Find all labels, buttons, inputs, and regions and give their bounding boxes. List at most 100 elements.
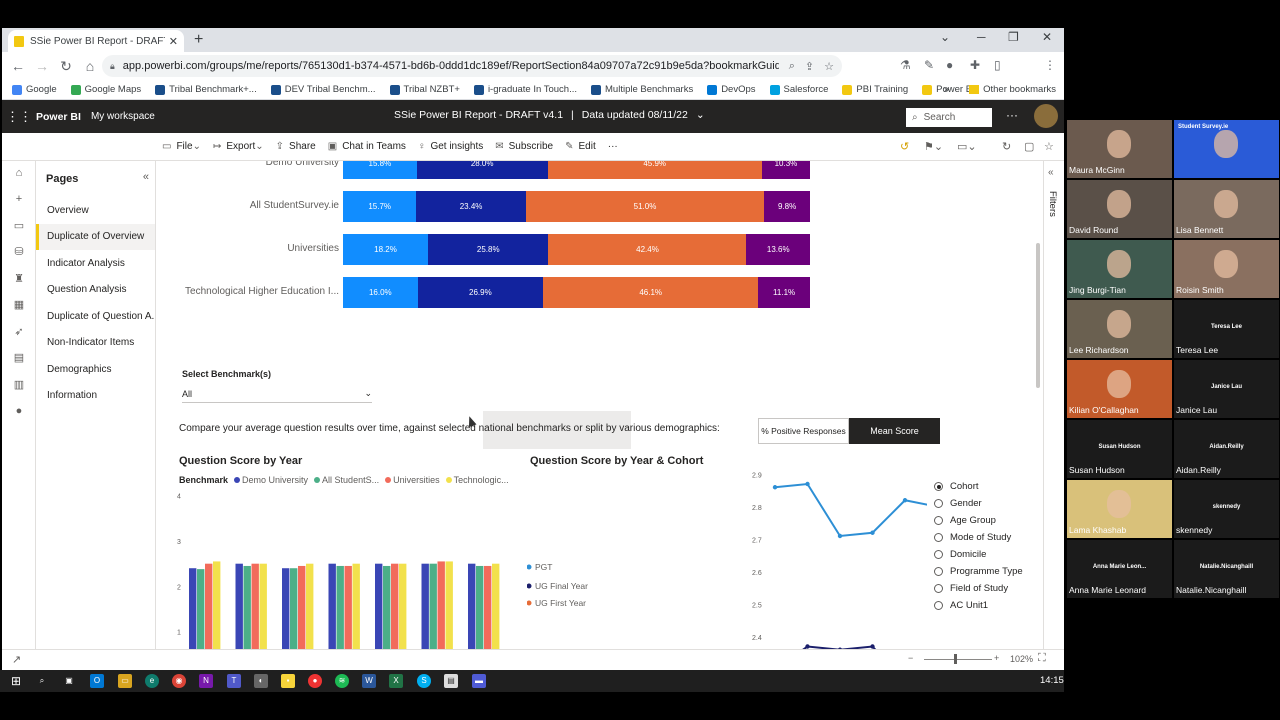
spotify-icon[interactable]: ≋ <box>335 674 349 688</box>
bar-segment[interactable]: 46.1% <box>543 277 759 308</box>
export-button[interactable]: ↦ Export ⌄ <box>213 141 264 152</box>
eyedropper-extension-icon[interactable]: ✎ <box>924 58 935 72</box>
bookmarks-overflow[interactable]: » <box>943 84 950 95</box>
sticky-notes-icon[interactable]: ▪ <box>281 674 295 688</box>
filters-pane[interactable]: « Filters <box>1043 161 1064 669</box>
split-option-radio[interactable]: Domicile <box>934 549 986 560</box>
bar[interactable] <box>344 565 352 669</box>
bar[interactable] <box>399 563 407 669</box>
bar[interactable] <box>352 563 360 669</box>
home-nav-icon[interactable]: ⌂ <box>15 166 23 179</box>
page-tab[interactable]: Duplicate of Overview <box>36 223 155 250</box>
bar[interactable] <box>197 569 205 669</box>
edge-icon[interactable]: e <box>145 674 159 688</box>
bar-segment[interactable]: 15.8% <box>343 161 417 179</box>
split-option-radio[interactable]: Gender <box>934 498 982 509</box>
bar[interactable] <box>243 565 251 669</box>
bar[interactable] <box>328 563 336 669</box>
user-avatar[interactable] <box>1034 104 1058 128</box>
bar-segment[interactable]: 11.1% <box>758 277 810 308</box>
search-input[interactable]: ⌕ Search <box>906 108 992 127</box>
skype-icon[interactable]: S <box>417 674 431 688</box>
page-tab[interactable]: Demographics <box>47 363 112 375</box>
split-option-radio[interactable]: Programme Type <box>934 566 1023 577</box>
bar-segment[interactable]: 9.8% <box>764 191 810 222</box>
subscribe-button[interactable]: ✉ Subscribe <box>495 141 553 152</box>
edit-button[interactable]: ✎ Edit <box>565 141 596 152</box>
page-tab[interactable]: Indicator Analysis <box>47 257 125 269</box>
notepad-icon[interactable]: ▤ <box>444 674 458 688</box>
page-tab[interactable]: Non-Indicator Items <box>47 337 135 349</box>
bookmark-item[interactable]: Tribal NZBT+ <box>389 84 460 95</box>
bar[interactable] <box>484 565 492 669</box>
bookmark-item[interactable]: i-graduate In Touch... <box>473 84 577 95</box>
apps-icon[interactable]: ▦ <box>13 299 25 311</box>
favorite-star-icon[interactable]: ☆ <box>1044 141 1054 153</box>
view-icon[interactable]: ▭⌄ <box>957 141 977 153</box>
bar-segment[interactable]: 18.2% <box>343 234 428 265</box>
legend-label[interactable]: PGT <box>535 562 552 572</box>
bar[interactable] <box>298 565 306 669</box>
bar[interactable] <box>437 561 445 669</box>
my-workspace-icon[interactable]: ● <box>15 405 23 417</box>
bookmark-item[interactable]: DevOps <box>707 84 756 95</box>
bar[interactable] <box>213 561 221 669</box>
workspace-link[interactable]: My workspace <box>90 111 155 122</box>
report-title-bar[interactable]: SSie Power BI Report - DRAFT v4.1 | Data… <box>394 109 705 121</box>
forward-icon[interactable]: → <box>35 58 49 74</box>
split-option-radio[interactable]: Age Group <box>934 515 996 526</box>
bookmark-item[interactable]: Google <box>12 84 57 95</box>
split-option-radio[interactable]: Cohort <box>934 481 979 492</box>
chevron-down-icon[interactable]: ⌄ <box>695 109 705 121</box>
bar[interactable] <box>306 563 314 669</box>
bookmark-item[interactable]: DEV Tribal Benchm... <box>270 84 376 95</box>
participant-tile[interactable]: Kilian O'Callaghan <box>1067 360 1172 418</box>
bar[interactable] <box>282 568 290 669</box>
bar[interactable] <box>421 563 429 669</box>
reload-icon[interactable]: ↻ <box>60 58 72 74</box>
bar-segment[interactable]: 23.4% <box>416 191 526 222</box>
powerbi-brand[interactable]: Power BI <box>36 110 81 123</box>
extension-icon[interactable]: ⚗ <box>900 58 911 72</box>
canvas-scrollbar[interactable] <box>1036 243 1040 388</box>
other-bookmarks[interactable]: » Other bookmarks <box>944 84 1056 95</box>
reset-icon[interactable]: ↺ <box>900 141 910 153</box>
onenote-icon[interactable]: N <box>199 674 213 688</box>
bar[interactable] <box>468 563 476 669</box>
participant-tile[interactable]: skennedy skennedy <box>1174 480 1279 538</box>
word-icon[interactable]: W <box>362 674 376 688</box>
collapse-pages-icon[interactable]: « <box>142 171 149 183</box>
bar-segment[interactable]: 15.7% <box>343 191 417 222</box>
bookmark-item[interactable]: PBI Training <box>842 84 908 95</box>
bookmark-item[interactable]: Multiple Benchmarks <box>591 84 693 95</box>
participant-tile[interactable]: Janice Lau Janice Lau <box>1174 360 1279 418</box>
bar[interactable] <box>476 565 484 669</box>
taskbar-search-icon[interactable]: ⌕ <box>39 676 45 685</box>
windows-start-icon[interactable]: ⊞ <box>10 674 22 688</box>
chrome-menu-icon[interactable]: ⋮ <box>1044 58 1056 72</box>
participant-tile[interactable]: Maura McGinn <box>1067 120 1172 178</box>
page-tab[interactable]: Question Analysis <box>47 284 127 296</box>
participant-tile[interactable]: Roisin Smith <box>1174 240 1279 298</box>
expand-filters-icon[interactable]: « <box>1048 167 1054 178</box>
zoom-lens-icon[interactable]: ⌕ <box>788 59 795 72</box>
file-explorer-icon[interactable]: ▭ <box>118 674 132 688</box>
deployment-icon[interactable]: ➶ <box>14 325 24 338</box>
benchmark-dropdown[interactable]: All ⌄ <box>182 385 372 403</box>
minimize-icon[interactable]: ─ <box>977 30 986 44</box>
refresh-icon[interactable]: ↻ <box>1002 141 1012 153</box>
split-option-radio[interactable]: Field of Study <box>934 583 1008 594</box>
close-window-icon[interactable]: ✕ <box>1042 30 1053 44</box>
participant-tile[interactable]: Lee Richardson <box>1067 300 1172 358</box>
bar-segment[interactable]: 16.0% <box>343 277 418 308</box>
participant-tile[interactable]: Jing Burgi-Tian <box>1067 240 1172 298</box>
bookmarks-icon[interactable]: ⚑⌄ <box>924 141 944 153</box>
app-launcher-icon[interactable]: ⋮⋮ <box>6 108 32 124</box>
bookmark-item[interactable]: Google Maps <box>70 84 141 95</box>
meeting-icon[interactable]: ▬ <box>472 674 486 688</box>
page-tab[interactable]: Overview <box>47 204 89 216</box>
extensions-puzzle-icon[interactable]: ✚ <box>970 58 981 72</box>
bar[interactable] <box>383 565 391 669</box>
close-tab-icon[interactable]: ✕ <box>168 35 178 48</box>
participant-tile[interactable]: Natalie.Nicanghaill Natalie.Nicanghaill <box>1174 540 1279 598</box>
